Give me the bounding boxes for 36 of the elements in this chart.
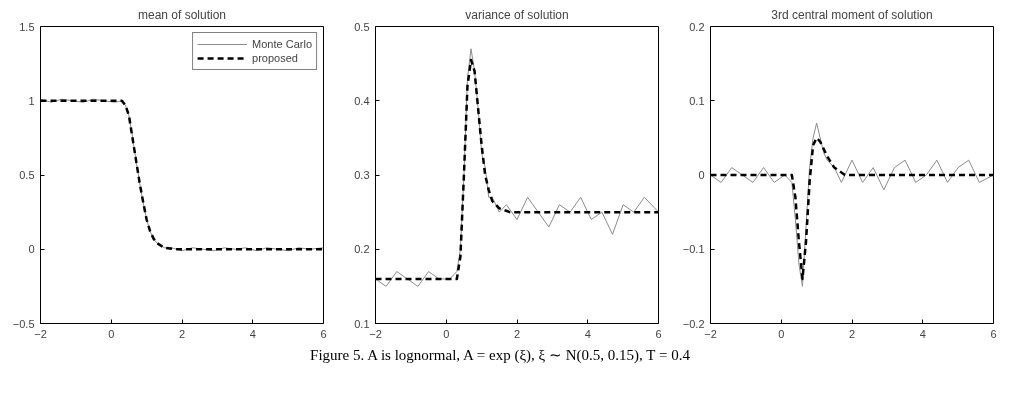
y-tick-label: 0 <box>698 169 705 181</box>
y-tick-label: 0.1 <box>689 94 705 107</box>
x-tick-label: 6 <box>320 327 327 340</box>
legend-label: Monte Carlo <box>252 37 312 51</box>
x-tick-label: −2 <box>369 327 382 340</box>
y-tick-label: 0 <box>28 243 35 256</box>
x-tick-label: 4 <box>249 327 256 340</box>
x-tick-label: 0 <box>443 327 450 340</box>
x-tick-label: 0 <box>778 327 785 340</box>
y-tick-label: 1 <box>28 94 35 107</box>
caption: Figure 5. A is lognormal, A = exp (ξ), ξ ∼ N(0.5, 0.15), T = 0.4 <box>310 346 690 365</box>
x-tick-label: 2 <box>513 327 521 340</box>
x-tick-label: 4 <box>584 327 591 340</box>
x-tick-label: 4 <box>919 327 926 340</box>
y-tick-label: 0.5 <box>354 20 370 33</box>
y-tick-label: 0.2 <box>354 243 370 256</box>
y-tick-label: 1.5 <box>19 20 35 33</box>
chart-title: 3rd central moment of solution <box>771 7 933 22</box>
y-tick-label: 0.4 <box>354 94 370 107</box>
y-tick-label: 0.1 <box>354 317 370 330</box>
x-tick-label: −2 <box>34 327 47 340</box>
x-tick-label: 6 <box>655 327 662 340</box>
chart-title: mean of solution <box>137 7 227 22</box>
y-tick-label: −0.2 <box>682 317 705 330</box>
y-tick-label: −0.5 <box>12 317 35 330</box>
y-tick-label: −0.1 <box>682 243 705 256</box>
chart-title: variance of solution <box>465 7 569 22</box>
x-tick-label: 6 <box>990 327 997 340</box>
x-tick-label: 2 <box>848 327 856 340</box>
x-tick-label: 2 <box>178 327 186 340</box>
legend-label: proposed <box>252 51 298 65</box>
x-tick-label: −2 <box>704 327 717 340</box>
y-tick-label: 0.5 <box>19 169 35 181</box>
y-tick-label: 0.2 <box>689 20 705 33</box>
x-tick-label: 0 <box>108 327 115 340</box>
y-tick-label: 0.3 <box>354 169 370 181</box>
